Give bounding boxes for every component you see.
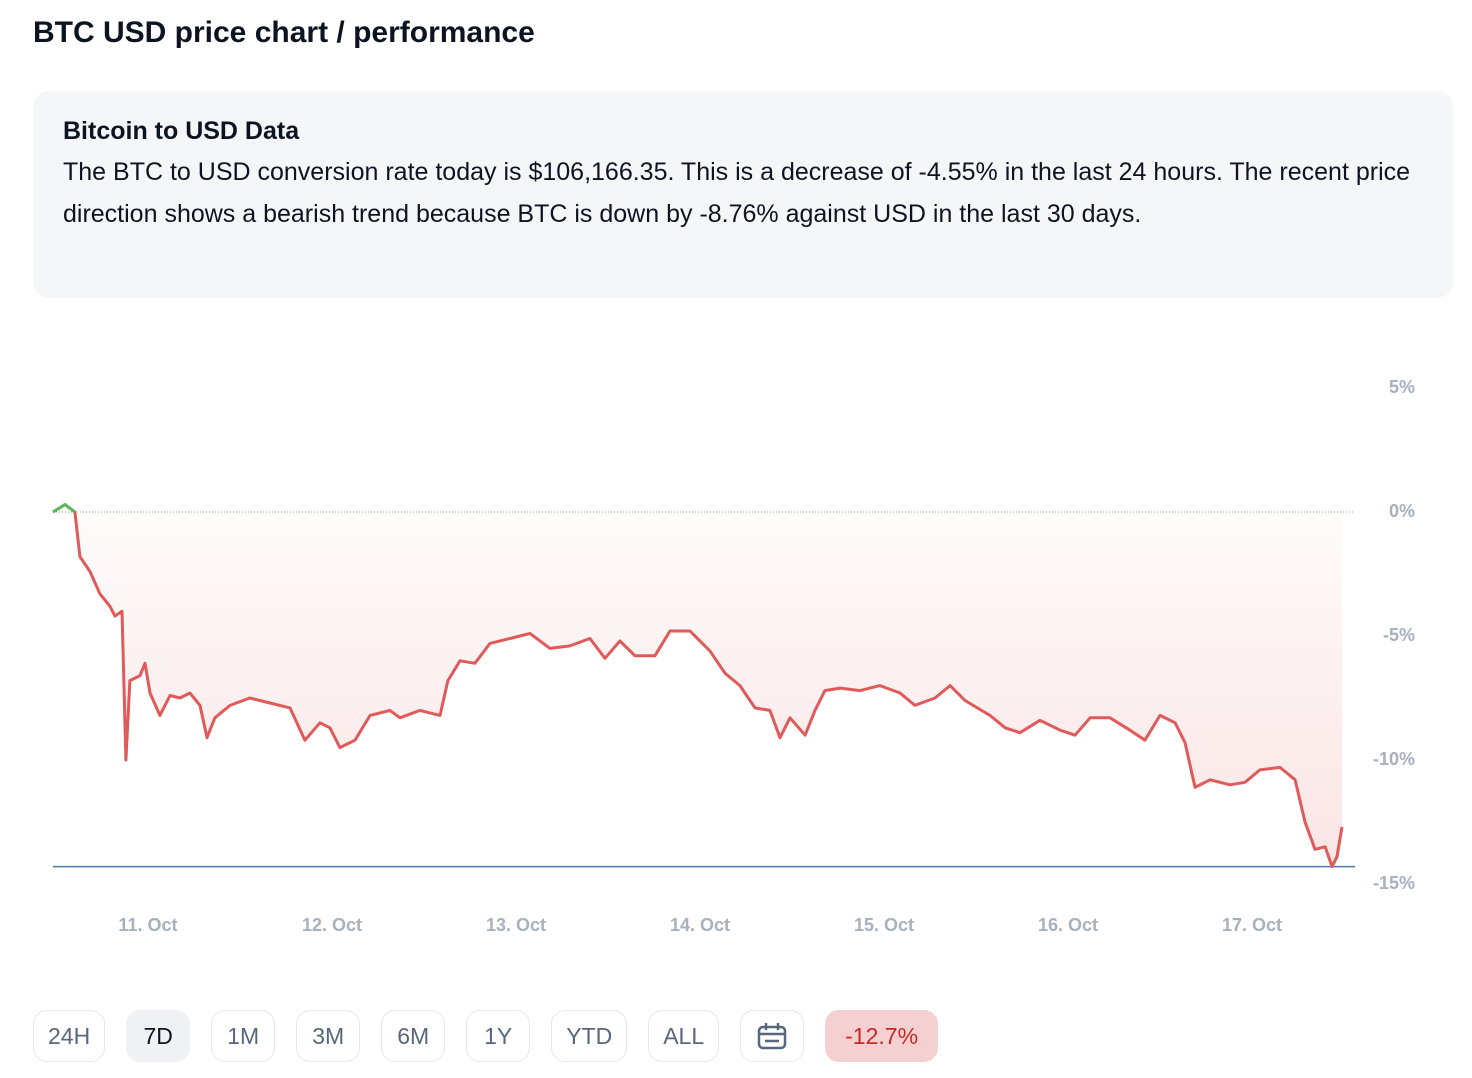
y-tick-label: -15% bbox=[1373, 873, 1415, 893]
range-buttons: 24H 7D 1M 3M 6M 1Y YTD ALL -12.7% bbox=[33, 1010, 939, 1062]
range-button[interactable]: YTD bbox=[551, 1010, 628, 1062]
x-tick-label: 12. Oct bbox=[302, 915, 362, 935]
range-button[interactable]: ALL bbox=[648, 1010, 720, 1062]
y-tick-label: 5% bbox=[1389, 377, 1415, 397]
price-line bbox=[52, 503, 1344, 869]
calendar-icon bbox=[757, 1023, 787, 1050]
y-tick-label: -10% bbox=[1373, 749, 1415, 769]
range-button[interactable]: 3M bbox=[296, 1010, 361, 1062]
calendar-button[interactable] bbox=[740, 1010, 805, 1062]
price-line-up bbox=[52, 502, 76, 514]
info-title: Bitcoin to USD Data bbox=[63, 117, 300, 145]
range-button[interactable]: 7D bbox=[126, 1010, 191, 1062]
x-tick-label: 17. Oct bbox=[1222, 915, 1282, 935]
x-tick-label: 13. Oct bbox=[486, 915, 546, 935]
info-box: Bitcoin to USD Data The BTC to USD conve… bbox=[33, 91, 1453, 298]
range-button[interactable]: 6M bbox=[381, 1010, 446, 1062]
range-button[interactable]: 1Y bbox=[466, 1010, 531, 1062]
area bbox=[53, 504, 1342, 867]
x-tick-label: 15. Oct bbox=[854, 915, 914, 935]
change-badge: -12.7% bbox=[825, 1010, 939, 1062]
x-tick-label: 16. Oct bbox=[1038, 915, 1098, 935]
page-title: BTC USD price chart / performance bbox=[33, 16, 535, 49]
y-tick-label: -5% bbox=[1383, 625, 1415, 645]
info-text: The BTC to USD conversion rate today is … bbox=[63, 158, 1411, 228]
x-tick-label: 14. Oct bbox=[670, 915, 730, 935]
range-button[interactable]: 1M bbox=[211, 1010, 276, 1062]
x-tick-label: 11. Oct bbox=[118, 915, 177, 935]
y-tick-label: 0% bbox=[1389, 501, 1415, 521]
chart: 5% 0% -5% -10% -15% 11. Oct 12. Oct 13. Oct 14. … bbox=[52, 377, 1415, 935]
range-button[interactable]: 24H bbox=[33, 1010, 106, 1062]
